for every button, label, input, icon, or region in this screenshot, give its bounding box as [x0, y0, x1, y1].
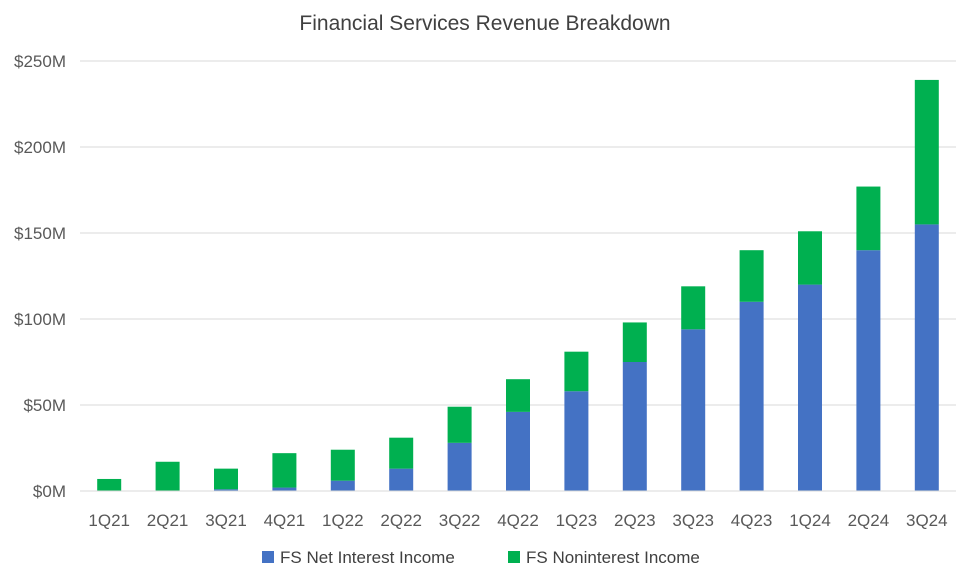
bar-net-interest-income-1q23: [564, 391, 589, 491]
bar-noninterest-income-3q23: [681, 286, 706, 330]
x-tick-label: 2Q22: [380, 511, 422, 530]
bar-noninterest-income-2q22: [389, 437, 414, 469]
bar-net-interest-income-4q23: [739, 301, 764, 491]
bar-net-interest-income-3q24: [914, 224, 939, 491]
legend-swatch: [262, 551, 274, 563]
x-tick-label: 3Q21: [205, 511, 247, 530]
bar-noninterest-income-2q24: [856, 186, 881, 251]
bars: [97, 79, 939, 491]
x-tick-label: 1Q22: [322, 511, 364, 530]
x-tick-label: 4Q21: [264, 511, 306, 530]
x-tick-label: 3Q23: [672, 511, 714, 530]
bar-noninterest-income-1q22: [330, 449, 355, 481]
bar-net-interest-income-4q22: [506, 411, 530, 491]
bar-noninterest-income-1q21: [97, 478, 122, 491]
x-tick-label: 3Q22: [439, 511, 481, 530]
legend-label: FS Noninterest Income: [526, 548, 700, 567]
bar-net-interest-income-1q22: [330, 480, 355, 491]
bar-net-interest-income-3q21: [214, 489, 238, 491]
bar-noninterest-income-3q24: [914, 79, 939, 225]
legend: FS Net Interest Income FS Noninterest Inc…: [262, 548, 700, 567]
x-tick-label: 4Q22: [497, 511, 539, 530]
bar-noninterest-income-2q23: [622, 322, 647, 362]
bar-noninterest-income-4q21: [272, 453, 297, 488]
x-tick-label: 2Q24: [848, 511, 890, 530]
x-tick-label: 2Q23: [614, 511, 656, 530]
y-tick-label: $150M: [14, 224, 66, 243]
bar-noninterest-income-2q21: [155, 461, 180, 491]
bar-net-interest-income-2q22: [389, 468, 414, 491]
x-tick-label: 1Q23: [556, 511, 598, 530]
y-tick-label: $0M: [33, 482, 66, 501]
x-tick-label: 3Q24: [906, 511, 948, 530]
bar-noninterest-income-1q23: [564, 351, 589, 392]
bar-net-interest-income-3q22: [447, 442, 472, 491]
bar-net-interest-income-4q21: [272, 487, 297, 491]
x-tick-label: 4Q23: [731, 511, 773, 530]
bar-net-interest-income-2q24: [856, 250, 881, 491]
x-tick-label: 2Q21: [147, 511, 189, 530]
bar-noninterest-income-4q22: [506, 379, 530, 412]
x-axis-tick-labels: 1Q21 2Q21 3Q21 4Q21 1Q22 2Q22 3Q22 4Q22 1Q23 2Q23…: [88, 511, 947, 530]
bar-net-interest-income-1q24: [798, 284, 822, 491]
bar-noninterest-income-1q24: [798, 231, 822, 285]
legend-item-noninterest-income: FS Noninterest Income: [508, 548, 700, 567]
bar-noninterest-income-3q22: [447, 406, 472, 443]
x-tick-label: 1Q24: [789, 511, 831, 530]
chart-title: Financial Services Revenue Breakdown: [299, 12, 670, 35]
bar-noninterest-income-3q21: [214, 468, 238, 490]
bar-net-interest-income-2q23: [622, 362, 647, 491]
bar-net-interest-income-3q23: [681, 329, 706, 491]
x-tick-label: 1Q21: [88, 511, 130, 530]
y-axis-tick-labels: $0M $50M $100M $150M $200M $250M: [14, 52, 66, 501]
gridlines: [80, 60, 956, 406]
legend-item-net-interest-income: FS Net Interest Income: [262, 548, 455, 567]
y-tick-label: $200M: [14, 138, 66, 157]
legend-label: FS Net Interest Income: [280, 548, 455, 567]
y-tick-label: $50M: [23, 396, 66, 415]
y-tick-label: $100M: [14, 310, 66, 329]
legend-swatch: [508, 551, 520, 563]
y-tick-label: $250M: [14, 52, 66, 71]
bar-noninterest-income-4q23: [739, 250, 764, 302]
